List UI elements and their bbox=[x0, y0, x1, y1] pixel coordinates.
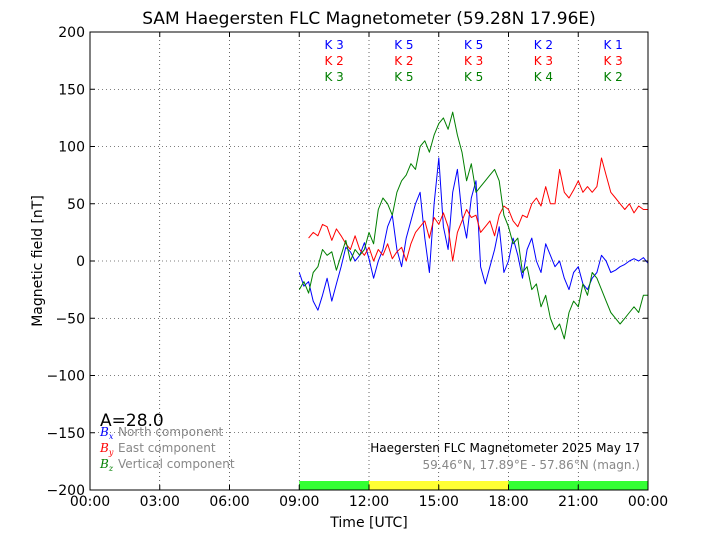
y-tick-label: −50 bbox=[55, 311, 85, 327]
k-index-label: K 3 bbox=[464, 54, 483, 68]
x-tick-label: 21:00 bbox=[558, 494, 598, 510]
x-tick-label: 18:00 bbox=[488, 494, 528, 510]
k-index-label: K 2 bbox=[534, 38, 553, 52]
k-index-label: K 3 bbox=[324, 38, 343, 52]
y-tick-label: 50 bbox=[67, 197, 85, 213]
k-index-label: K 2 bbox=[603, 70, 622, 84]
axis-ticks: 00:00 03:00 06:00 09:00 12:00 15:00 18:00 21:00… bbox=[47, 25, 669, 510]
y-tick-label: −100 bbox=[47, 369, 85, 385]
footer-title: Haegersten FLC Magnetometer 2025 May 17 bbox=[370, 441, 640, 455]
k-index-label: K 2 bbox=[394, 54, 413, 68]
activity-bar bbox=[299, 481, 648, 490]
k-index-label: K 5 bbox=[394, 38, 413, 52]
y-tick-label: −150 bbox=[47, 426, 85, 442]
k-index-label: K 5 bbox=[464, 70, 483, 84]
k-index-label: K 5 bbox=[464, 38, 483, 52]
y-tick-label: −200 bbox=[47, 483, 85, 499]
x-tick-label: 00:00 bbox=[70, 494, 110, 510]
y-axis-label: Magnetic field [nT] bbox=[30, 195, 46, 327]
k-index-label: K 3 bbox=[534, 54, 553, 68]
k-index-label: K 1 bbox=[603, 38, 622, 52]
y-tick-label: 100 bbox=[58, 140, 85, 156]
x-axis-label: Time [UTC] bbox=[329, 515, 407, 531]
x-tick-label: 00:00 bbox=[628, 494, 668, 510]
x-tick-label: 09:00 bbox=[279, 494, 319, 510]
chart-title: SAM Haegersten FLC Magnetometer (59.28N … bbox=[142, 9, 596, 29]
k-index-labels: K 3 K 2 K 3 K 5 K 2 K 5 K 5 K 3 K 5 K 2 K 3 K 4 K 1 K… bbox=[324, 38, 622, 84]
x-tick-label: 03:00 bbox=[140, 494, 180, 510]
k-index-label: K 2 bbox=[324, 54, 343, 68]
x-tick-label: 15:00 bbox=[419, 494, 459, 510]
activity-segment-0 bbox=[299, 481, 369, 490]
legend-symbol-z: Bz bbox=[99, 457, 114, 473]
series-line-z bbox=[298, 111, 648, 340]
legend-symbol-y: By bbox=[99, 441, 114, 457]
legend-label-z: Vertical component bbox=[118, 457, 235, 471]
footer-coordinates: 59.46°N, 17.89°E - 57.86°N (magn.) bbox=[423, 458, 640, 472]
k-index-label: K 4 bbox=[534, 70, 553, 84]
series-layer bbox=[298, 111, 649, 340]
k-index-label: K 5 bbox=[394, 70, 413, 84]
y-tick-label: 0 bbox=[76, 254, 85, 270]
series-line-y bbox=[308, 157, 648, 262]
x-tick-label: 06:00 bbox=[209, 494, 249, 510]
y-tick-label: 200 bbox=[58, 25, 85, 41]
legend-label-y: East component bbox=[118, 441, 216, 455]
a-index: A=28.0 bbox=[100, 411, 164, 431]
k-index-label: K 3 bbox=[324, 70, 343, 84]
x-tick-label: 12:00 bbox=[349, 494, 389, 510]
grid-lines bbox=[90, 32, 648, 490]
legend-label-x: North component bbox=[118, 425, 224, 439]
k-index-label: K 3 bbox=[603, 54, 622, 68]
y-tick-label: 150 bbox=[58, 82, 85, 98]
